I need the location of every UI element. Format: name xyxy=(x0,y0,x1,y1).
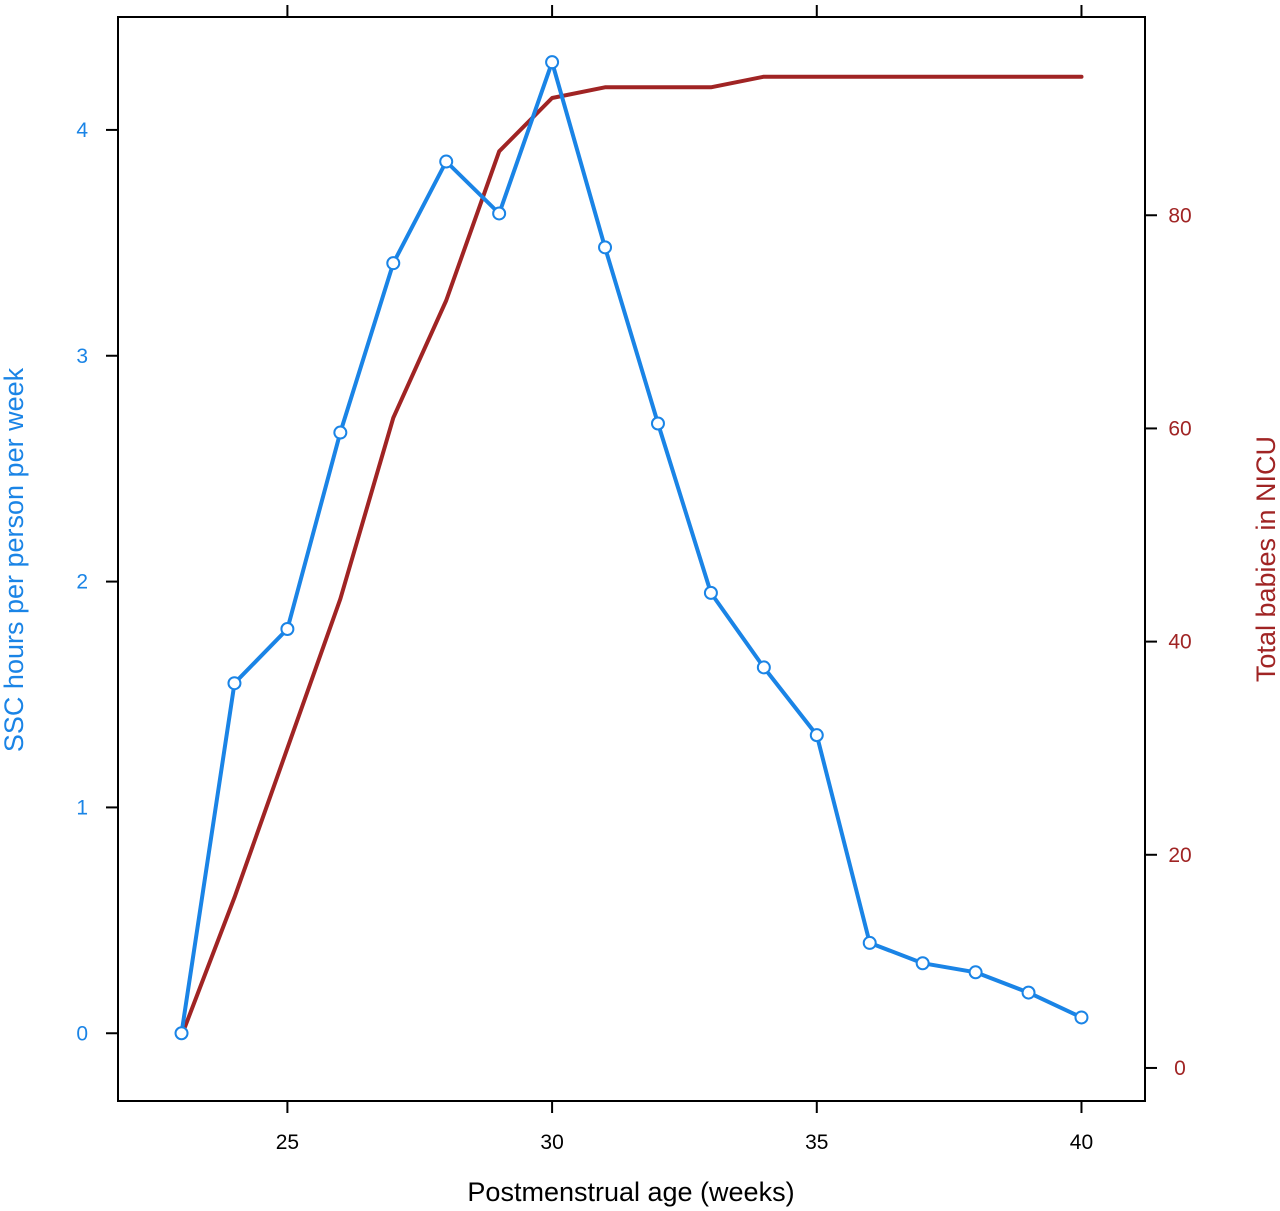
x-axis-title: Postmenstrual age (weeks) xyxy=(467,1177,794,1207)
ssc-hours-point xyxy=(862,935,877,950)
y-right-tick-label: 40 xyxy=(1168,631,1191,654)
y-right-tick-label: 0 xyxy=(1174,1057,1186,1080)
ssc-hours-point xyxy=(1021,985,1036,1000)
y-left-tick-label: 1 xyxy=(76,796,88,819)
y-right-tick-label: 20 xyxy=(1168,844,1191,867)
ssc-hours-point xyxy=(227,676,242,691)
ssc-hours-point xyxy=(756,660,771,675)
x-tick-label: 30 xyxy=(540,1131,563,1154)
y-right-axis-title: Total babies in NICU xyxy=(1251,436,1280,682)
y-left-tick-label: 0 xyxy=(76,1022,88,1045)
ssc-hours-point xyxy=(386,256,401,271)
ssc-hours-point xyxy=(174,1026,189,1041)
y-left-axis-title: SSC hours per person per week xyxy=(0,367,29,752)
x-tick-label: 35 xyxy=(805,1131,828,1154)
plot-frame xyxy=(117,16,1146,1102)
y-right-tick-label: 60 xyxy=(1168,417,1191,440)
y-right-tick-label: 80 xyxy=(1168,204,1191,227)
x-tick-label: 25 xyxy=(276,1131,299,1154)
y-left-tick-label: 2 xyxy=(76,571,88,594)
y-left-tick-label: 4 xyxy=(76,119,88,142)
ssc-hours-point xyxy=(1074,1010,1089,1025)
ssc-hours-line xyxy=(179,60,1084,1036)
ssc-hours-point xyxy=(598,240,613,255)
x-tick-label: 40 xyxy=(1070,1131,1093,1154)
ssc-hours-point xyxy=(333,425,348,440)
ssc-hours-point xyxy=(280,622,295,637)
ssc-hours-point xyxy=(809,728,824,743)
ssc-hours-point xyxy=(703,585,718,600)
ssc-hours-point xyxy=(545,55,560,70)
ssc-hours-point xyxy=(492,206,507,221)
nicu-total-series xyxy=(179,74,1084,1038)
nicu-total-line xyxy=(179,74,1084,1038)
ssc-hours-point xyxy=(968,965,983,980)
ssc-hours-point xyxy=(650,416,665,431)
ssc-hours-point xyxy=(439,154,454,169)
ssc-hours-point xyxy=(915,956,930,971)
y-left-tick-label: 3 xyxy=(76,345,88,368)
ssc-hours-series xyxy=(174,55,1089,1041)
